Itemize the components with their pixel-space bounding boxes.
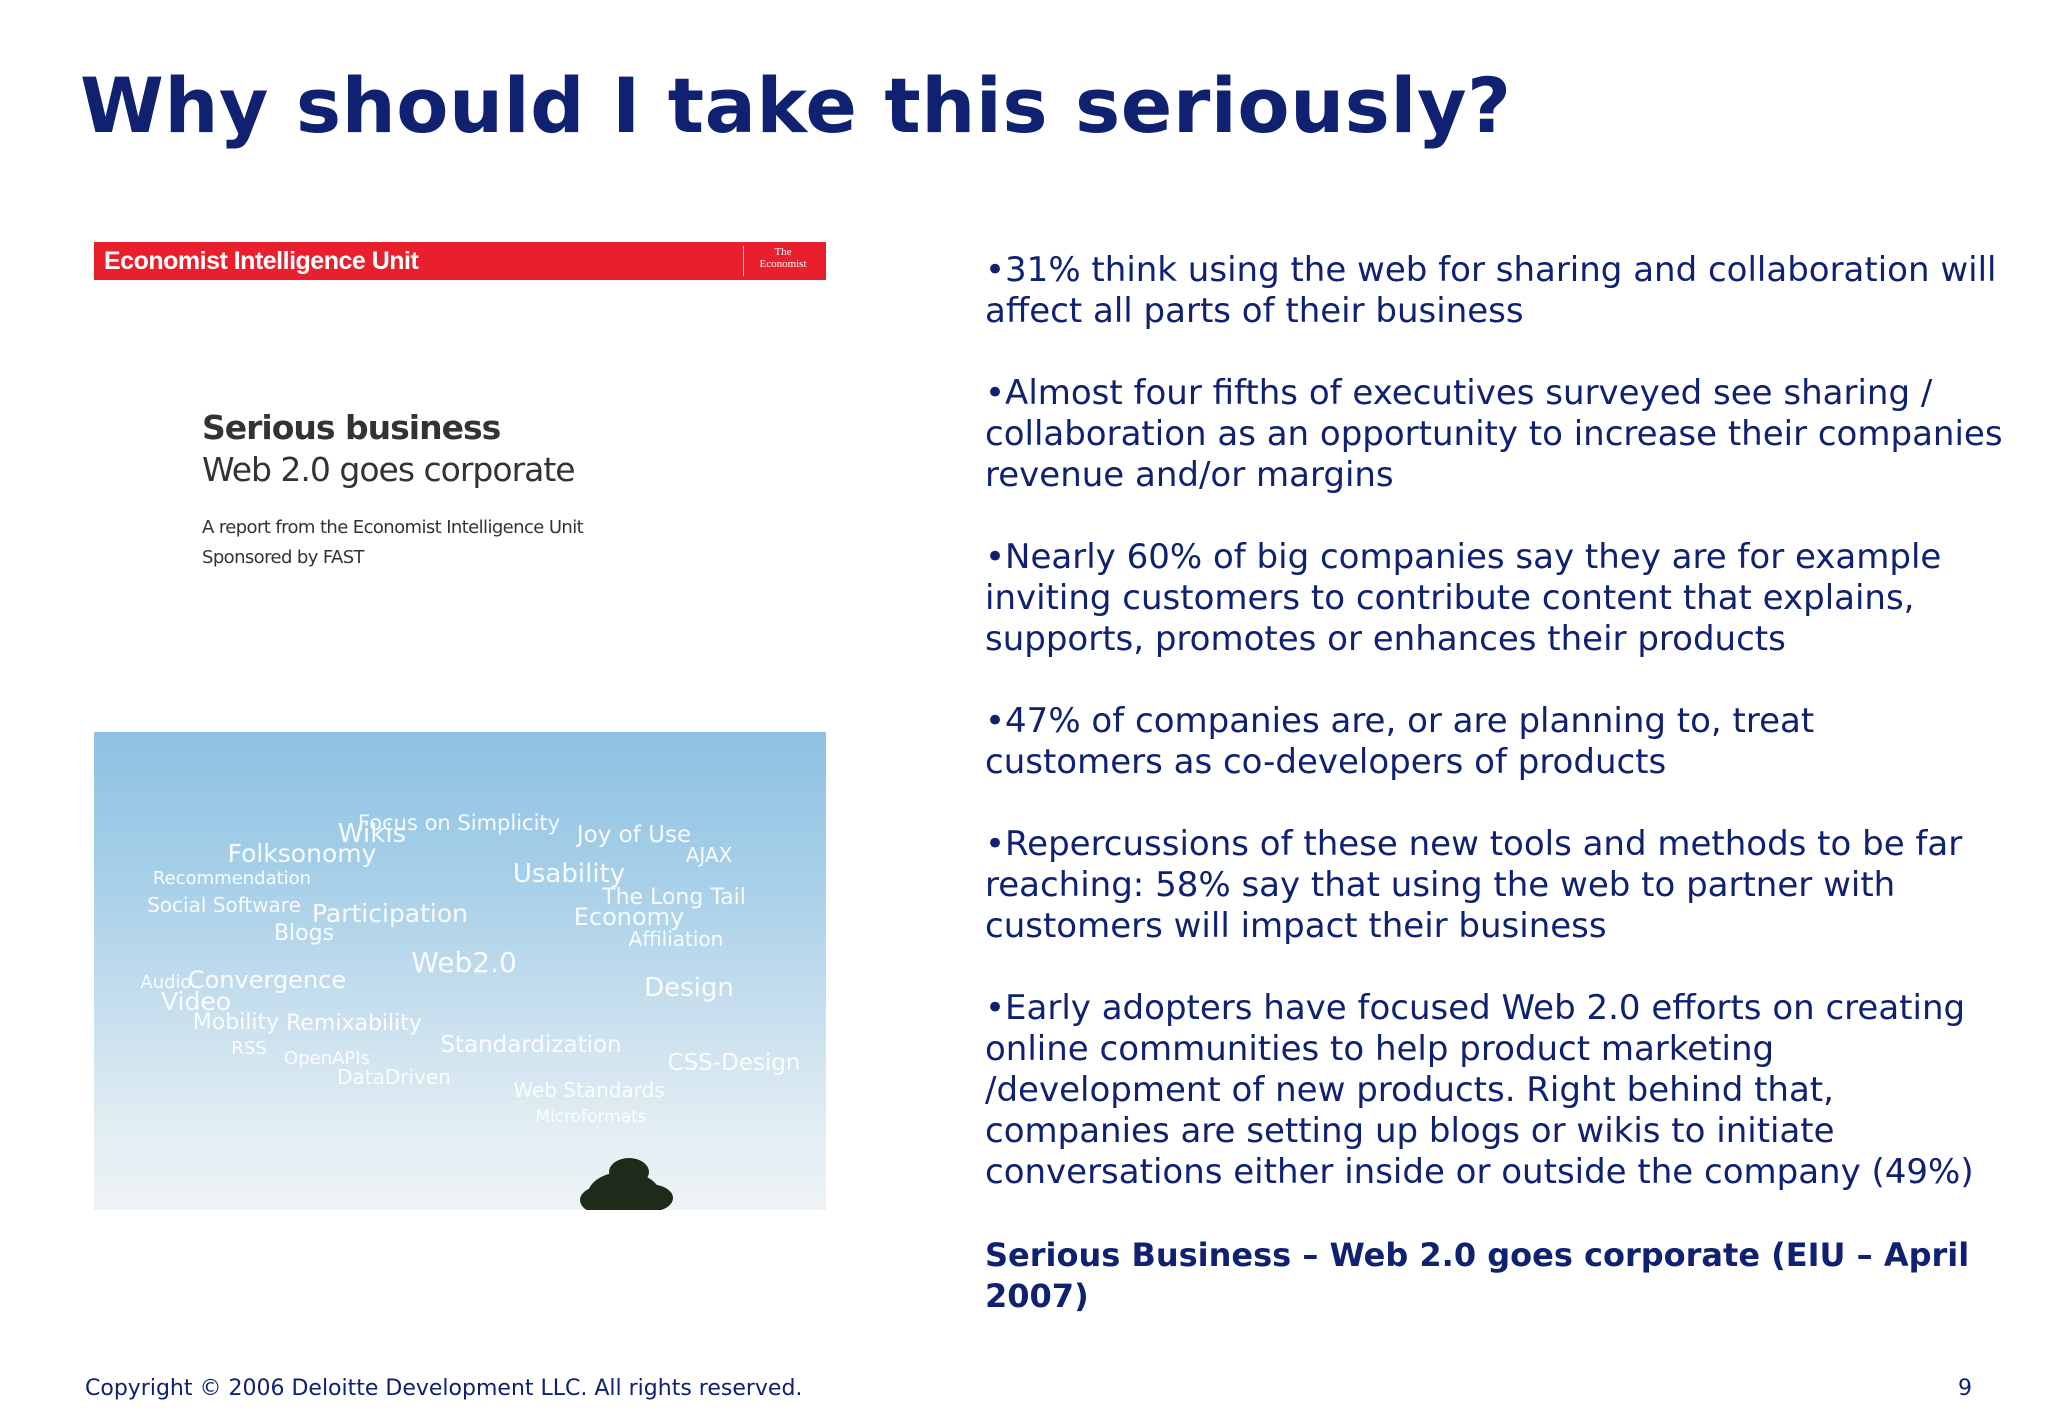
economist-logo-line2: Economist <box>759 258 807 270</box>
cover-publisher: Economist Intelligence Unit <box>104 247 419 275</box>
bullet-item: •Early adopters have focused Web 2.0 eff… <box>985 988 1974 1192</box>
tag-cloud-word: Joy of Use <box>575 822 691 848</box>
bullet-list: •31% think using the web for sharing and… <box>985 250 2035 1234</box>
footer-copyright: Copyright © 2006 Deloitte Development LL… <box>85 1376 803 1401</box>
bullet-item: •31% think using the web for sharing and… <box>985 250 1997 331</box>
tag-cloud-word: OpenAPIs <box>284 1048 370 1069</box>
bullet-item: •Repercussions of these new tools and me… <box>985 824 1963 946</box>
tag-cloud-word: Web Standards <box>513 1078 664 1102</box>
tag-cloud-word: Standardization <box>440 1032 621 1058</box>
tag-cloud-word: Usability <box>513 859 625 889</box>
cover-subtitle: Web 2.0 goes corporate <box>202 450 576 489</box>
economist-logo-line1: The <box>774 246 792 258</box>
bullet-item: •Nearly 60% of big companies say they ar… <box>985 537 1942 659</box>
tag-cloud-word: Mobility <box>193 1010 279 1035</box>
source-citation: Serious Business – Web 2.0 goes corporat… <box>985 1236 1970 1315</box>
cover-title: Serious business <box>202 408 501 447</box>
bullet-item: •Almost four fifths of executives survey… <box>985 373 2003 495</box>
tag-cloud-word: Folksonomy <box>228 839 377 868</box>
tag-cloud-word: Microformats <box>535 1107 646 1127</box>
tag-cloud-word: Focus on Simplicity <box>358 811 560 835</box>
tag-cloud-word: The Long Tail <box>601 885 746 910</box>
bullet-item: •47% of companies are, or are planning t… <box>985 701 1815 782</box>
report-cover: Economist Intelligence Unit The Economis… <box>94 242 826 1210</box>
tag-cloud-word: Wikis <box>338 819 406 849</box>
tag-cloud-word: Audio <box>140 972 191 993</box>
tree-icon <box>580 1158 673 1210</box>
cover-report-line: A report from the Economist Intelligence… <box>202 517 584 538</box>
tag-cloud-word: Blogs <box>274 921 334 946</box>
economist-logo: The Economist <box>743 246 822 276</box>
cover-header-band: Economist Intelligence Unit The Economis… <box>94 242 826 280</box>
tag-cloud-word: Recommendation <box>153 868 311 889</box>
cover-sponsor-line: Sponsored by FAST <box>202 547 365 568</box>
tag-cloud-word: DataDriven <box>337 1065 451 1089</box>
page-number: 9 <box>1958 1376 1972 1401</box>
tag-cloud-word: Web2.0 <box>411 946 517 979</box>
slide-title: Why should I take this seriously? <box>80 61 1512 150</box>
tag-cloud-word: Affiliation <box>629 927 724 951</box>
tag-cloud-word: Participation <box>312 899 468 928</box>
tag-cloud-word: Economy <box>574 903 685 931</box>
tag-cloud-word: AJAX <box>686 843 733 867</box>
tag-cloud-word: RSS <box>231 1038 266 1059</box>
tag-cloud-word: Video <box>161 987 231 1016</box>
tag-cloud-word: Design <box>644 973 734 1003</box>
tag-cloud-word: CSS-Design <box>668 1050 801 1076</box>
tag-cloud-word: Social Software <box>147 893 301 917</box>
tag-cloud-image: Focus on Simplicity Wikis Joy of Use Folkso… <box>94 732 826 1210</box>
tag-cloud-word: Convergence <box>188 966 346 994</box>
tag-cloud-word: Remixability <box>286 1011 422 1036</box>
